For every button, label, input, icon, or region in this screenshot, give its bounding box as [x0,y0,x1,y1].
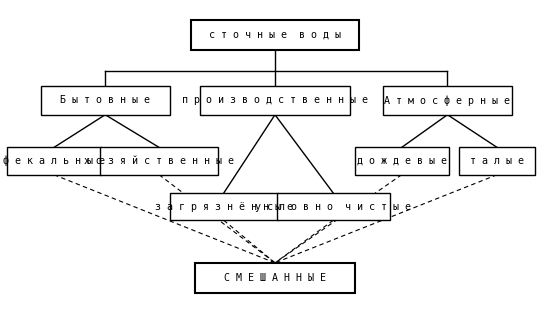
FancyBboxPatch shape [355,148,449,175]
Text: Б ы т о в н ы е: Б ы т о в н ы е [60,95,150,105]
FancyBboxPatch shape [100,148,218,175]
FancyBboxPatch shape [277,193,390,220]
FancyBboxPatch shape [459,148,535,175]
Text: х о з я й с т в е н н ы е: х о з я й с т в е н н ы е [84,156,234,166]
Text: д о ж д е в ы е: д о ж д е в ы е [356,156,447,166]
Text: А т м о с ф е р н ы е: А т м о с ф е р н ы е [384,95,510,106]
FancyBboxPatch shape [383,86,512,115]
FancyBboxPatch shape [7,148,101,175]
FancyBboxPatch shape [195,263,355,293]
Text: С М Е Ш А Н Н Ы Е: С М Е Ш А Н Н Ы Е [224,273,326,283]
FancyBboxPatch shape [41,86,170,115]
Text: з а г р я з н ё н н ы е: з а г р я з н ё н н ы е [155,202,293,212]
Text: ф е к а л ь н ы е: ф е к а л ь н ы е [3,156,105,166]
FancyBboxPatch shape [200,86,350,115]
Text: т а л ы е: т а л ы е [470,156,524,166]
Text: с т о ч н ы е  в о д ы: с т о ч н ы е в о д ы [209,30,341,40]
FancyBboxPatch shape [191,20,359,50]
FancyBboxPatch shape [170,193,278,220]
Text: п р о и з в о д с т в е н н ы е: п р о и з в о д с т в е н н ы е [182,95,368,105]
Text: у с л о в н о  ч и с т ы е: у с л о в н о ч и с т ы е [255,202,411,212]
